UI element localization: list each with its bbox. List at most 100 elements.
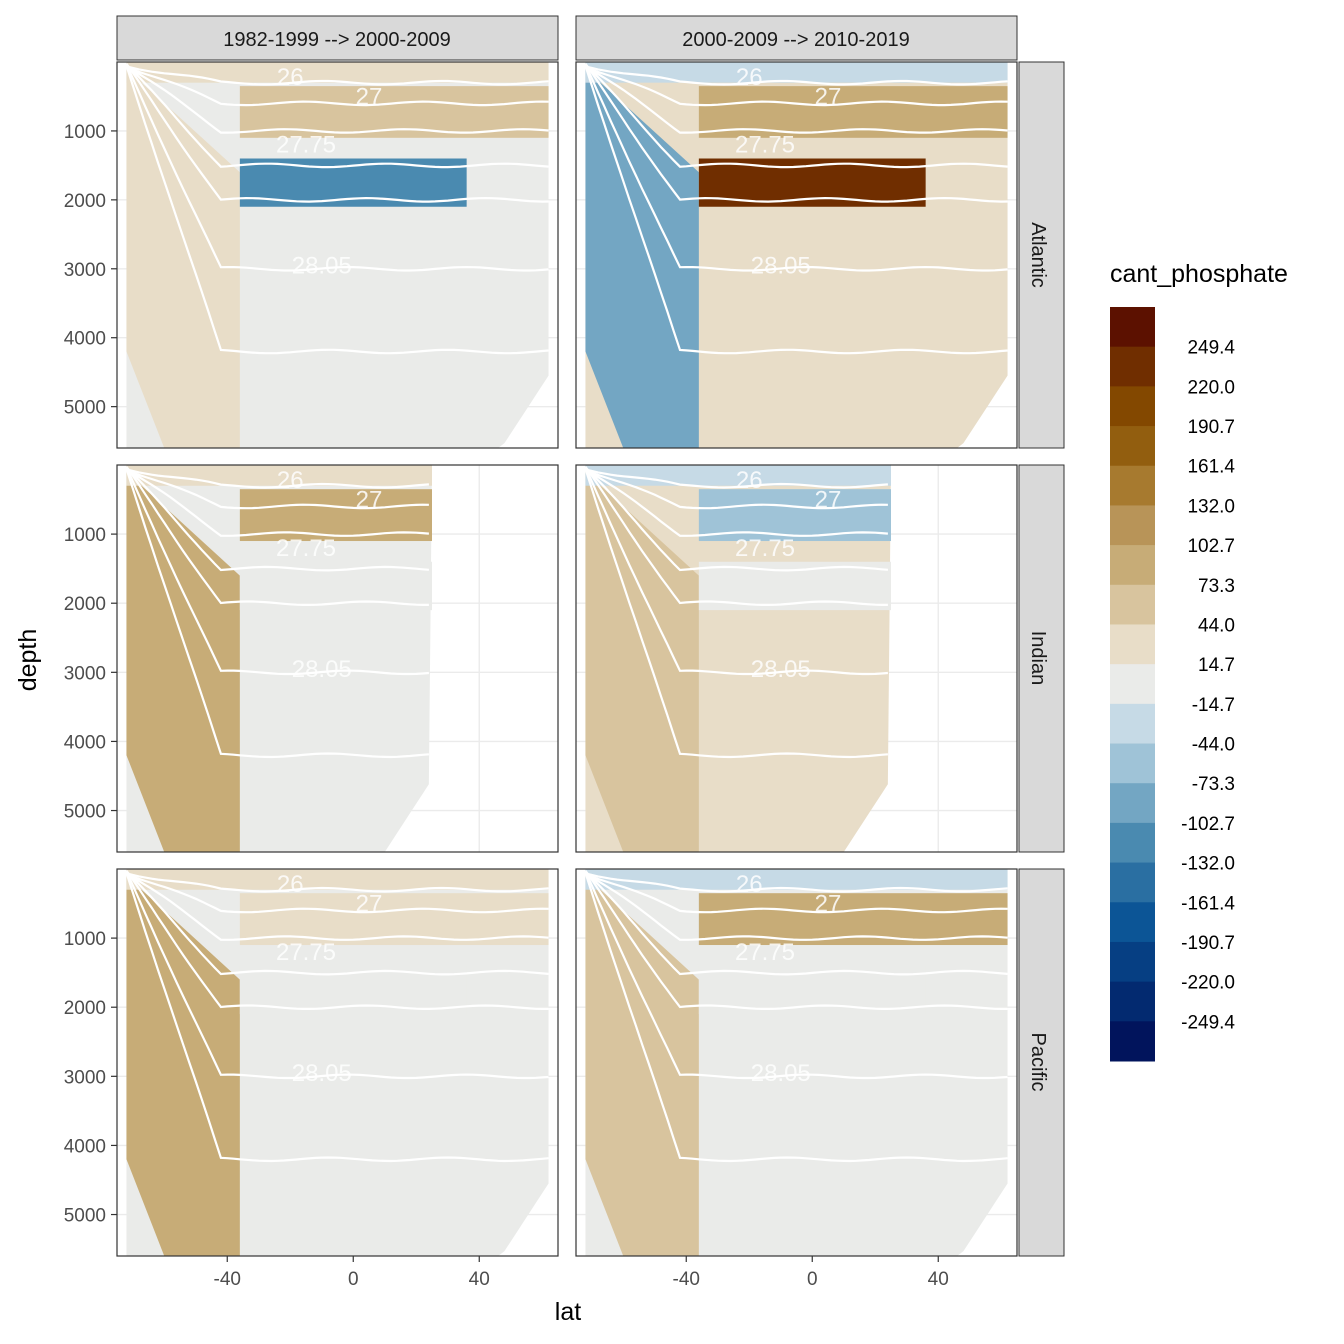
y-tick-label: 4000 [64,732,106,753]
isopycnal-line [584,870,1008,1010]
legend-break-label: -44.0 [1192,735,1235,756]
legend-break-label: 102.7 [1187,536,1235,557]
legend-break-label: -14.7 [1192,695,1235,716]
legend-color-step [1110,664,1155,705]
strip-col-2 [575,15,1018,61]
y-tick-label: 1000 [64,525,106,546]
panel-border [116,868,559,1257]
isopycnal-label: 27 [356,891,383,918]
isopycnal-label: 27 [356,487,383,514]
isopycnal-line [126,66,549,107]
legend-break-label: 73.3 [1198,576,1235,597]
isopycnal-line [584,65,1008,134]
surface-layer-fill [126,869,549,890]
isopycnal-line [584,63,1008,272]
legend-color-step [1110,307,1155,348]
legend-break-label: 161.4 [1187,457,1235,478]
isopycnal-label: 27.75 [276,535,336,562]
x-axes: -40 0 40 -40 0 40 [214,1256,949,1290]
isopycnal-line [125,63,549,169]
strip-col-2-label: 2000-2009 --> 2010-2019 [682,29,909,51]
isopycnal-line [584,872,1008,941]
panel-indian-2: 26 27 27.75 28.05 [575,464,1018,853]
legend-break-label: 14.7 [1198,655,1235,676]
strip-row-1 [1018,61,1065,449]
isopycnal-line [584,870,1008,976]
y-tick-label: 3000 [64,1067,106,1088]
isopycnal-label: 28.05 [292,1060,352,1087]
isopycnal-line [584,468,888,537]
southern-water-fill [585,471,699,852]
isopycnal-label: 27.75 [735,132,795,159]
y-tick-label: 1000 [64,929,106,950]
legend: cant_phosphate 249.4 220.0 190.7 161.4 132.0… [1110,260,1288,1062]
isopycnal-line [125,468,429,759]
column-strips: 1982-1999 --> 2000-2009 2000-2009 --> 20… [116,15,1018,61]
y-axes: 1000 2000 3000 4000 5000 1000 2000 3000 4000 5000… [64,122,117,1227]
isopycnal-line [585,872,1008,893]
y-tick-label: 2000 [64,191,106,212]
x-tick-label: 40 [928,1269,949,1290]
isopycnal-line [126,469,429,510]
panels: 26 27 27.75 28.05 26 27 27.75 28.05 26 27 27.75 28.… [116,61,1018,1257]
x-axis-title: lat [555,1298,581,1326]
panel-indian-1: 26 27 27.75 28.05 [116,464,559,853]
legend-color-step [1110,545,1155,586]
y-tick-label: 4000 [64,329,106,350]
isopycnal-line [125,65,549,355]
southern-water-fill [126,875,240,1256]
isopycnal-label: 26 [736,871,763,898]
legend-break-label: 220.0 [1187,377,1235,398]
isopycnal-line [584,466,888,676]
southern-water-fill [126,471,240,852]
isopycnal-label: 26 [277,871,304,898]
strip-row-1-label: Atlantic [1027,222,1049,288]
x-tick-label: 40 [469,1269,490,1290]
legend-color-step [1110,386,1155,427]
strip-row-2-label: Indian [1027,631,1049,686]
isopycnal-line [126,872,549,893]
legend-colorbar [1110,307,1155,1062]
panel-border [575,868,1018,1257]
panel-atlantic-1: 26 27 27.75 28.05 [116,61,559,449]
legend-break-label: -102.7 [1181,814,1235,835]
isopycnal-line [125,870,549,976]
isopycnal-label: 26 [736,64,763,91]
isopycnal-label: 27.75 [276,939,336,966]
y-tick-label: 2000 [64,998,106,1019]
isopycnal-label: 28.05 [751,656,811,683]
isopycnal-line [584,65,1008,355]
southern-water-fill [585,875,699,1256]
legend-color-step [1110,743,1155,784]
legend-break-label: 132.0 [1187,496,1235,517]
y-tick-label: 3000 [64,260,106,281]
isopycnal-line [126,468,429,489]
y-tick-label: 5000 [64,398,106,419]
x-tick-label: 0 [807,1269,818,1290]
isopycnal-label: 28.05 [751,1060,811,1087]
legend-break-label: -220.0 [1181,973,1235,994]
isopycnal-label: 26 [277,467,304,494]
legend-break-label: -249.4 [1181,1012,1235,1033]
x-tick-label: 0 [348,1269,359,1290]
y-axis-title: depth [14,629,42,692]
isopycnal-line [584,63,1008,169]
isopycnal-line [584,870,1008,1080]
legend-color-step [1110,981,1155,1022]
legend-color-step [1110,505,1155,546]
isopycnal-line [585,468,888,489]
surface-layer-fill [585,869,1008,890]
isopycnal-line [125,870,549,1080]
y-tick-label: 4000 [64,1136,106,1157]
isopycnal-line [125,870,549,1010]
isopycnal-label: 27.75 [735,939,795,966]
panel-border [575,61,1018,449]
southern-water-fill [585,68,699,448]
isopycnal-line [584,872,1008,1163]
y-tick-label: 5000 [64,802,106,823]
legend-color-step [1110,703,1155,745]
legend-break-label: -132.0 [1181,854,1235,875]
legend-color-step [1110,822,1155,864]
legend-color-step [1110,941,1155,983]
southern-water-fill [126,68,240,448]
